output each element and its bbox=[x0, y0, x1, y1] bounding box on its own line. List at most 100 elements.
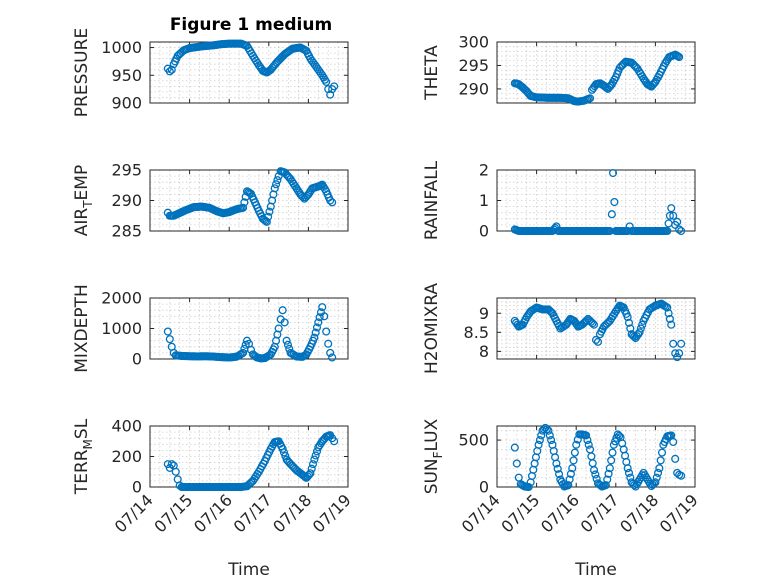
data-point bbox=[608, 448, 617, 457]
data-point bbox=[320, 312, 329, 321]
data-point bbox=[292, 184, 301, 193]
subplot-theta: 290 295 300 THETA bbox=[422, 33, 696, 106]
data-point bbox=[648, 480, 657, 489]
data-point bbox=[610, 197, 619, 207]
y-tick-label: 290 bbox=[111, 191, 142, 210]
data-point bbox=[656, 456, 665, 465]
data-point bbox=[566, 469, 575, 478]
y-tick-label: 0 bbox=[132, 478, 142, 497]
data-point bbox=[264, 212, 273, 221]
data-point bbox=[601, 481, 610, 490]
plot-area bbox=[496, 169, 696, 232]
data-point bbox=[589, 466, 599, 475]
data-point bbox=[677, 226, 686, 236]
y-tick-label: 9 bbox=[479, 304, 489, 323]
data-point bbox=[167, 460, 176, 469]
data-point bbox=[582, 431, 591, 440]
y-axis-label-rest: EMP bbox=[72, 165, 92, 201]
data-point bbox=[623, 313, 632, 322]
data-point bbox=[608, 169, 618, 178]
data-point bbox=[165, 463, 174, 472]
data-point bbox=[265, 207, 274, 216]
data-point bbox=[675, 349, 684, 358]
data-point bbox=[293, 186, 302, 195]
data-point bbox=[239, 203, 248, 212]
data-point bbox=[665, 211, 674, 220]
data-point bbox=[324, 339, 333, 348]
data-point bbox=[322, 77, 331, 86]
data-point bbox=[306, 469, 315, 478]
data-point bbox=[524, 482, 533, 492]
data-point bbox=[534, 440, 543, 449]
x-tick-label: 07/16 bbox=[190, 490, 236, 536]
data-points bbox=[510, 50, 684, 106]
data-points bbox=[163, 431, 339, 492]
data-point bbox=[572, 440, 581, 449]
data-point bbox=[615, 431, 624, 440]
data-point bbox=[661, 59, 670, 68]
y-axis-label: RAINFALL bbox=[422, 160, 442, 240]
y-tick-label: 2000 bbox=[101, 289, 142, 308]
data-point bbox=[664, 309, 673, 318]
data-point bbox=[623, 464, 632, 473]
data-point bbox=[278, 444, 287, 453]
x-axis-label: Time bbox=[227, 560, 270, 580]
data-point bbox=[272, 180, 281, 189]
data-point bbox=[635, 328, 644, 337]
data-point bbox=[663, 226, 672, 236]
y-tick-label: 0 bbox=[479, 478, 489, 497]
y-tick-label: 0 bbox=[132, 350, 142, 369]
data-points bbox=[163, 303, 337, 363]
x-tick-label: 07/16 bbox=[537, 490, 583, 536]
data-point bbox=[673, 217, 682, 226]
y-axis-label-main: TERR bbox=[72, 449, 92, 495]
y-axis-label-rest: LUX bbox=[422, 418, 442, 451]
data-point bbox=[624, 318, 634, 327]
data-point bbox=[564, 481, 573, 490]
data-point bbox=[675, 225, 684, 234]
data-point bbox=[280, 318, 289, 327]
data-point bbox=[569, 456, 578, 465]
y-tick-label: 500 bbox=[458, 431, 489, 450]
data-point bbox=[591, 470, 600, 479]
y-axis-label-subscript: T bbox=[81, 200, 95, 209]
x-tick-label: 07/15 bbox=[497, 490, 543, 536]
y-axis-label-main: PRESSURE bbox=[72, 28, 92, 117]
y-tick-label: 200 bbox=[111, 447, 142, 466]
y-axis-label: TERRMSL bbox=[72, 418, 95, 495]
data-point bbox=[310, 455, 319, 464]
data-point bbox=[604, 469, 613, 478]
x-tick-label: 07/15 bbox=[150, 490, 196, 536]
data-point bbox=[261, 216, 270, 225]
data-point bbox=[171, 467, 180, 476]
y-axis-label: PRESSURE bbox=[72, 28, 92, 117]
data-point bbox=[677, 339, 686, 348]
subplot-pressure: 900 950 1000 PRESSURE bbox=[72, 28, 349, 117]
data-point bbox=[279, 448, 289, 457]
x-tick-label: 07/17 bbox=[577, 490, 623, 536]
data-point bbox=[163, 327, 172, 336]
data-point bbox=[652, 473, 661, 482]
data-point bbox=[328, 353, 337, 362]
y-axis-label-main: H2OMIXRA bbox=[422, 283, 442, 374]
x-tick-label: 07/14 bbox=[111, 490, 157, 536]
data-point bbox=[552, 459, 561, 468]
data-point bbox=[624, 468, 634, 477]
data-point bbox=[583, 436, 592, 445]
y-axis-label-subscript: F bbox=[431, 451, 445, 458]
y-tick-label: 8.5 bbox=[464, 323, 489, 342]
data-point bbox=[312, 323, 322, 332]
y-tick-label: 950 bbox=[111, 66, 142, 85]
y-axis-label: H2OMIXRA bbox=[422, 283, 442, 374]
y-tick-label: 400 bbox=[111, 417, 142, 436]
x-tick-label: 07/19 bbox=[309, 490, 355, 536]
data-point bbox=[241, 340, 250, 349]
data-point bbox=[314, 318, 323, 327]
data-point bbox=[591, 335, 601, 344]
data-point bbox=[669, 211, 678, 220]
data-point bbox=[305, 188, 314, 197]
data-point bbox=[311, 451, 320, 460]
subplot-h2omixra: 88.59 H2OMIXRA bbox=[422, 283, 696, 374]
